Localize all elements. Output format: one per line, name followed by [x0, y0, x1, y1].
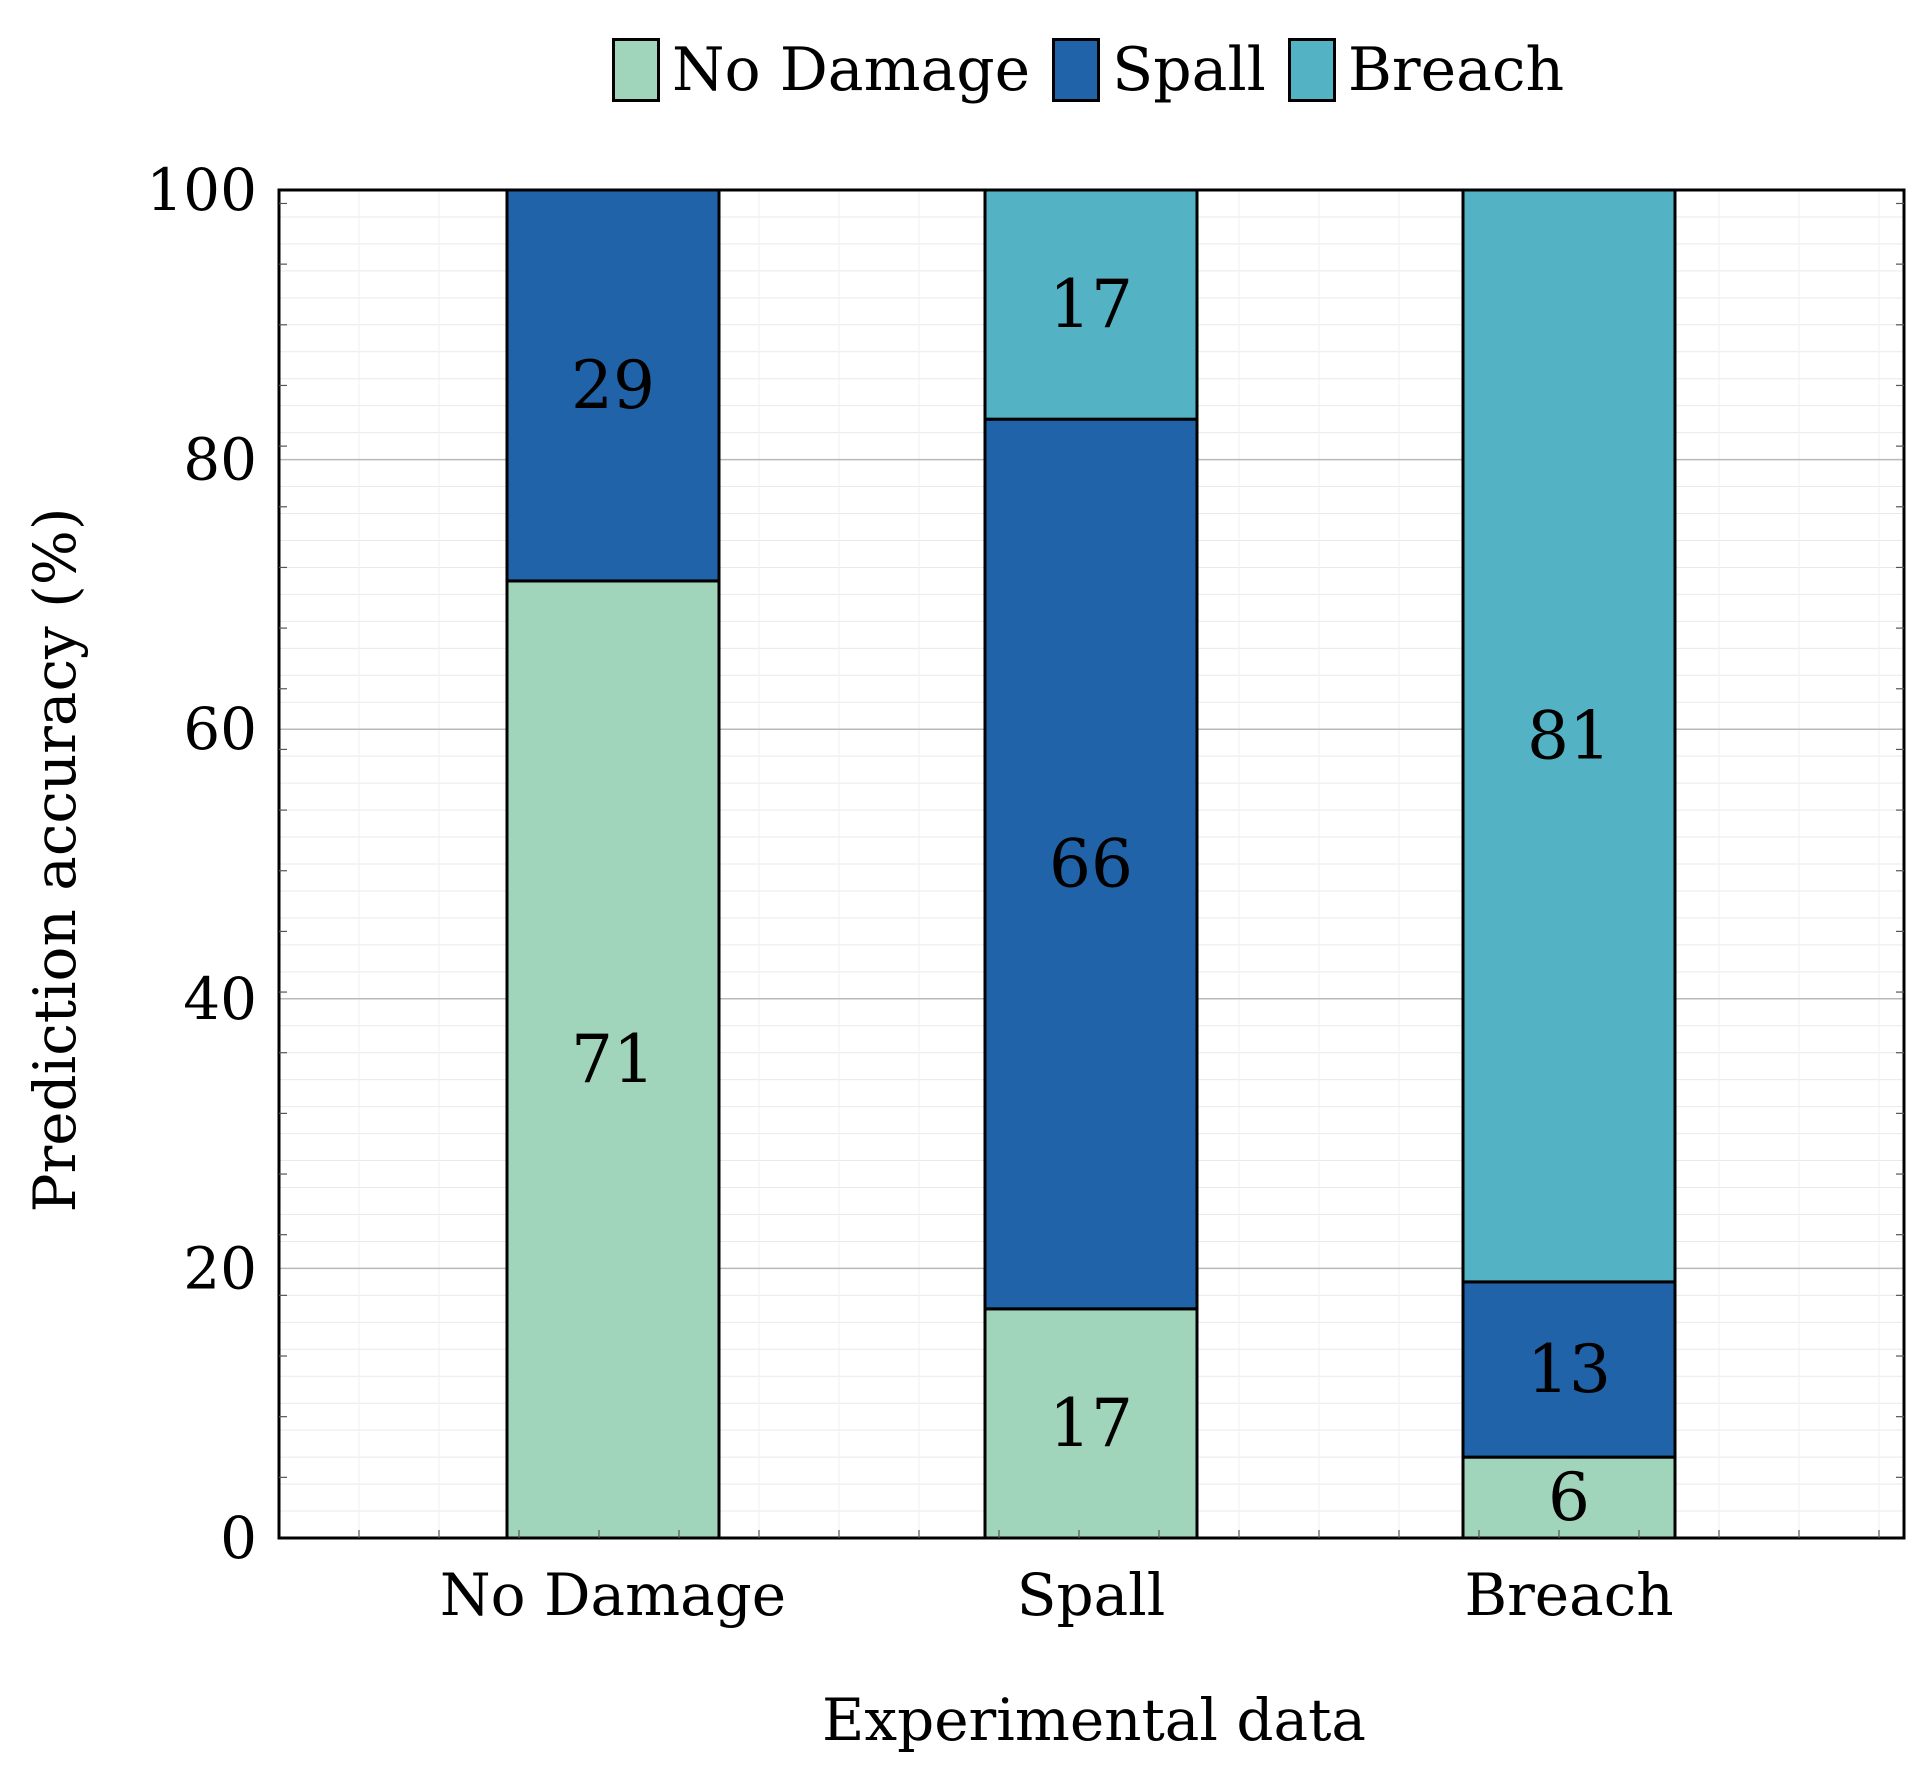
y-axis-label: Prediction accuracy (%): [21, 507, 89, 1213]
legend-swatch-spall: [1052, 38, 1101, 102]
bar-breach-no-damage: [1461, 1455, 1677, 1540]
data-label: 17: [1049, 266, 1133, 343]
legend-label-breach: Breach: [1347, 35, 1565, 105]
legend-swatch-breach: [1287, 38, 1336, 102]
bar-no-damage-no-damage: [505, 579, 721, 1540]
y-tick-label: 100: [146, 156, 257, 224]
bar-spall-spall: [983, 417, 1199, 1311]
bar-breach-spall: [1461, 1280, 1677, 1459]
bar-spall-breach: [983, 188, 1199, 421]
data-label: 71: [571, 1021, 655, 1098]
data-label: 66: [1049, 826, 1133, 903]
x-tick-label: Breach: [1464, 1561, 1673, 1629]
plot-frame: [277, 188, 1906, 1540]
y-tick-label: 80: [183, 426, 257, 494]
legend-item-breach: Breach: [1287, 35, 1565, 105]
legend-swatch-no-damage: [612, 38, 660, 102]
y-tick-label: 60: [183, 695, 257, 763]
y-tick-label: 40: [183, 965, 257, 1033]
x-tick-label: No Damage: [440, 1561, 786, 1629]
data-label: 29: [571, 347, 655, 424]
legend-item-no-damage: No Damage: [612, 38, 1030, 102]
y-tick-label: 20: [183, 1234, 257, 1302]
bar-no-damage-spall: [505, 188, 721, 583]
legend-label-no-damage: No Damage: [672, 35, 1031, 105]
x-tick-label: Spall: [1017, 1561, 1166, 1629]
legend-label-spall: Spall: [1112, 35, 1266, 105]
y-tick-label: 0: [220, 1504, 257, 1572]
data-label: 13: [1527, 1331, 1611, 1408]
data-label: 6: [1548, 1459, 1590, 1536]
legend: No Damage Spall Breach: [612, 30, 1586, 110]
data-label: 81: [1527, 697, 1611, 774]
bar-spall-no-damage: [983, 1307, 1199, 1540]
x-axis-label: Experimental data: [822, 1686, 1366, 1754]
legend-item-spall: Spall: [1052, 38, 1266, 102]
bar-breach-breach: [1461, 188, 1677, 1284]
data-label: 17: [1049, 1385, 1133, 1462]
